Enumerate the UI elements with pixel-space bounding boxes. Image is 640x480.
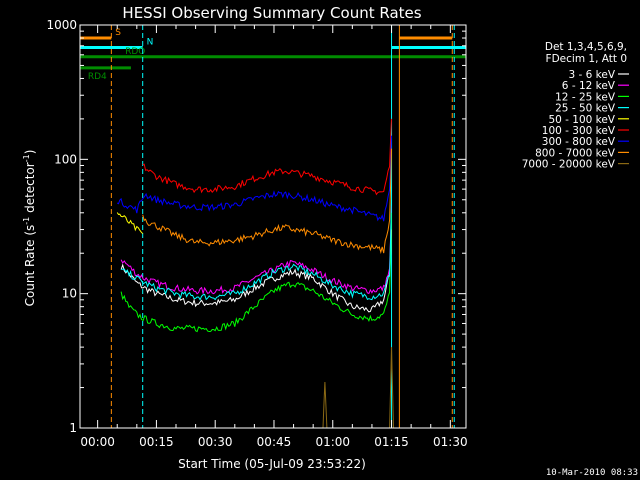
state-label-rd4: RD4 (88, 72, 107, 82)
plot-frame (79, 24, 467, 429)
series-line (120, 229, 392, 313)
series-line (120, 212, 392, 333)
legend-entry-label: 12 - 25 keV (555, 91, 616, 103)
x-tick-label: 00:15 (139, 435, 174, 449)
y-tick-label: 1000 (46, 18, 77, 32)
y-axis-label-part-2: detector (23, 162, 37, 217)
x-tick-label: 01:00 (315, 435, 350, 449)
y-axis-label-exp-1: -1 (22, 217, 31, 225)
legend-entry-label: 25 - 50 keV (555, 103, 616, 115)
series-line (116, 135, 392, 222)
y-tick-label: 100 (54, 152, 77, 166)
y-tick-label: 10 (62, 287, 77, 301)
y-axis-label-exp-2: -1 (22, 154, 31, 162)
series-line (121, 199, 392, 301)
legend-header-line: Det 1,3,4,5,6,9, (545, 41, 627, 53)
legend-entry-label: 7000 - 20000 keV (522, 159, 616, 171)
x-tick-label: 01:15 (374, 435, 409, 449)
series-line (142, 148, 392, 254)
state-label-n: N (147, 37, 154, 47)
series-line (116, 212, 144, 234)
x-tick-label: 00:00 (80, 435, 115, 449)
legend-entry-label: 3 - 6 keV (568, 69, 615, 81)
legend-entry-label: 800 - 7000 keV (535, 147, 616, 159)
x-tick-label: 00:30 (198, 435, 233, 449)
series-line (322, 347, 394, 429)
y-axis-label-part-3: ) (23, 150, 37, 155)
y-tick-label: 1 (69, 421, 77, 435)
x-axis-label: Start Time (05-Jul-09 23:53:22) (178, 457, 366, 471)
footer-date: 10-Mar-2010 08:33 (545, 468, 638, 478)
legend-header-line: FDecim 1, Att 0 (546, 53, 627, 65)
legend-entry-label: 100 - 300 keV (542, 125, 616, 137)
y-axis-label: Count Rate (s-1 detector-1) (22, 150, 37, 307)
state-label-rdo: RDO (125, 47, 145, 57)
x-tick-label: 00:45 (257, 435, 292, 449)
x-tick-label: 01:30 (433, 435, 468, 449)
legend-entry-label: 6 - 12 keV (562, 80, 616, 92)
series-line (142, 118, 392, 196)
legend-entry-label: 300 - 800 keV (542, 136, 616, 148)
series-line (120, 205, 392, 296)
legend-entry-label: 50 - 100 keV (548, 114, 615, 126)
chart-title: HESSI Observing Summary Count Rates (122, 4, 421, 22)
y-axis-label-part-1: Count Rate (s (23, 225, 37, 307)
state-label-s: S (115, 28, 121, 38)
